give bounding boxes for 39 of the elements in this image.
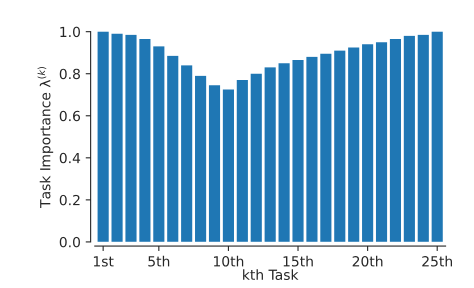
bar xyxy=(306,56,318,242)
y-tick-label: 0.6 xyxy=(60,110,80,122)
bar xyxy=(153,46,164,242)
bar xyxy=(195,76,206,242)
y-tick-label: 1.0 xyxy=(60,26,80,38)
bar xyxy=(250,74,262,242)
bar xyxy=(418,34,429,242)
bar xyxy=(376,42,388,242)
bar xyxy=(181,65,192,242)
bar xyxy=(432,32,443,242)
bar xyxy=(167,56,178,242)
x-tick-label: 20th xyxy=(352,256,382,267)
bar xyxy=(362,44,374,242)
y-tick-label: 0.4 xyxy=(60,152,80,164)
y-tick-label: 0.8 xyxy=(60,68,80,80)
bar xyxy=(334,50,346,242)
y-tick-label: 0.0 xyxy=(60,236,80,248)
bar xyxy=(404,36,415,242)
bar xyxy=(112,34,123,242)
bar xyxy=(208,85,220,242)
bar xyxy=(264,67,276,242)
bar xyxy=(98,32,109,242)
bar xyxy=(390,39,402,242)
bar xyxy=(236,80,248,242)
bar xyxy=(292,60,304,242)
x-tick-label: 5th xyxy=(148,256,170,267)
x-tick-label: 25th xyxy=(422,256,452,267)
y-axis-title: Task Importance λ$^{(k)}$ xyxy=(38,66,54,208)
bar xyxy=(278,63,290,242)
bar xyxy=(139,39,150,242)
bar xyxy=(320,54,332,242)
bar xyxy=(348,47,360,242)
bar xyxy=(222,89,234,242)
y-tick-label: 0.2 xyxy=(60,194,80,206)
x-tick-label: 1st xyxy=(94,256,114,267)
bar xyxy=(125,34,137,242)
x-tick-label: 15th xyxy=(284,256,313,267)
x-tick-label: 10th xyxy=(214,256,244,267)
x-axis-title: kth Task xyxy=(243,269,298,280)
